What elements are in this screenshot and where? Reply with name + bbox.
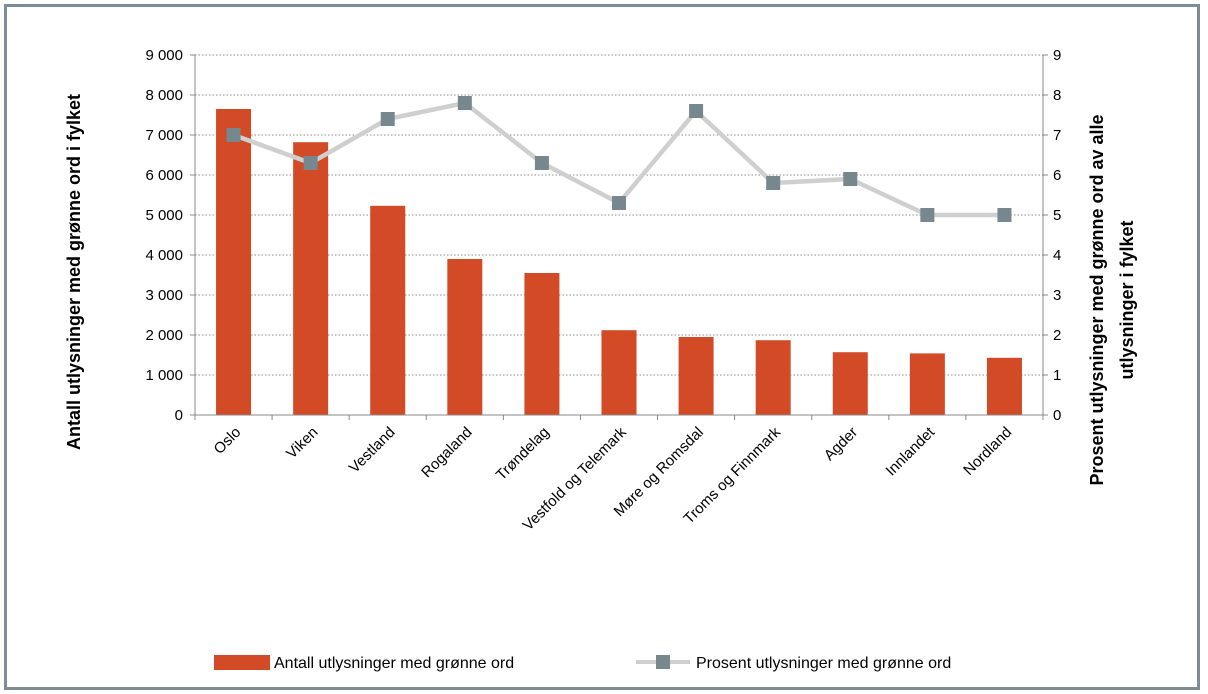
bar-Troms og Finnmark — [755, 340, 791, 415]
line-marker-Agder — [843, 172, 858, 186]
line-marker-Oslo — [226, 128, 241, 142]
category-label: Innlandet — [883, 423, 939, 479]
left-tick-label: 6 000 — [145, 167, 183, 184]
legend-bar-swatch — [214, 655, 270, 670]
bar-Viken — [293, 142, 329, 415]
bar-Innlandet — [909, 353, 945, 415]
right-tick-label: 1 — [1053, 367, 1061, 384]
bar-Vestfold og Telemark — [601, 330, 637, 415]
line-marker-Rogaland — [457, 96, 472, 110]
left-tick-label: 7 000 — [145, 127, 183, 144]
line-marker-Vestfold og Telemark — [612, 196, 626, 210]
right-tick-label: 8 — [1053, 87, 1061, 104]
line-marker-Innlandet — [920, 208, 935, 222]
right-tick-label: 3 — [1053, 287, 1061, 304]
category-label: Rogaland — [418, 424, 475, 481]
category-label: Viken — [283, 424, 321, 462]
right-tick-label: 2 — [1053, 327, 1061, 344]
line-marker-Trøndelag — [534, 156, 549, 170]
line-marker-Troms og Finnmark — [766, 176, 781, 190]
left-axis-tick-labels: 0 1 000 2 000 3 000 4 000 5 000 6 000 7 000 8 00… — [145, 47, 183, 424]
right-tick-label: 5 — [1053, 207, 1061, 224]
category-label: Vestland — [346, 424, 399, 477]
left-tick-label: 8 000 — [145, 87, 183, 104]
left-tick-label: 9 000 — [145, 47, 183, 64]
right-tick-label: 0 — [1053, 407, 1061, 424]
bar-Nordland — [986, 357, 1022, 415]
category-label: Oslo — [211, 424, 245, 458]
bar-Agder — [832, 352, 868, 415]
category-label: Trøndelag — [493, 424, 553, 484]
line-marker-Nordland — [997, 208, 1012, 222]
legend-line-marker — [656, 655, 670, 669]
left-tick-label: 3 000 — [145, 287, 183, 304]
category-label: Nordland — [960, 424, 1015, 479]
right-axis-tick-labels: 0 1 2 3 4 5 6 7 8 9 — [1053, 47, 1061, 424]
left-tick-label: 2 000 — [145, 327, 183, 344]
right-axis-title-line-1: Prosent utlysninger med grønne ord av al… — [1087, 114, 1107, 485]
left-tick-label: 0 — [175, 407, 183, 424]
left-tick-label: 5 000 — [145, 207, 183, 224]
legend-bar-label: Antall utlysninger med grønne ord — [274, 655, 514, 672]
axes — [190, 54, 1048, 420]
line-series — [226, 96, 1012, 222]
bar-Oslo — [216, 109, 252, 415]
line-marker-Møre og Romsdal — [689, 104, 704, 118]
right-tick-label: 9 — [1053, 47, 1061, 64]
line-marker-Vestland — [380, 112, 395, 126]
category-label: Agder — [821, 424, 861, 464]
right-tick-label: 6 — [1053, 167, 1061, 184]
bar-Vestland — [370, 205, 406, 415]
legend-line-label: Prosent utlysninger med grønne ord — [696, 655, 951, 672]
bar-Trøndelag — [524, 273, 560, 415]
category-labels: Oslo Viken Vestland Rogaland TrøndelagVestfo… — [211, 423, 1016, 534]
bar-Møre og Romsdal — [678, 337, 714, 415]
bar-Rogaland — [447, 259, 483, 415]
left-tick-label: 1 000 — [145, 367, 183, 384]
bar-series — [216, 109, 1022, 415]
right-axis-title: Prosent utlysninger med grønne ord av al… — [1087, 114, 1137, 485]
right-tick-label: 7 — [1053, 127, 1061, 144]
left-axis-title: Antall utlysninger med grønne ord i fylk… — [64, 94, 84, 450]
right-tick-label: 4 — [1053, 247, 1061, 264]
right-axis-title-line-2: utlysninger i fylket — [1117, 220, 1137, 379]
line-marker-Viken — [303, 156, 318, 170]
left-tick-label: 4 000 — [145, 247, 183, 264]
legend: Antall utlysninger med grønne ord Prosen… — [214, 655, 951, 672]
